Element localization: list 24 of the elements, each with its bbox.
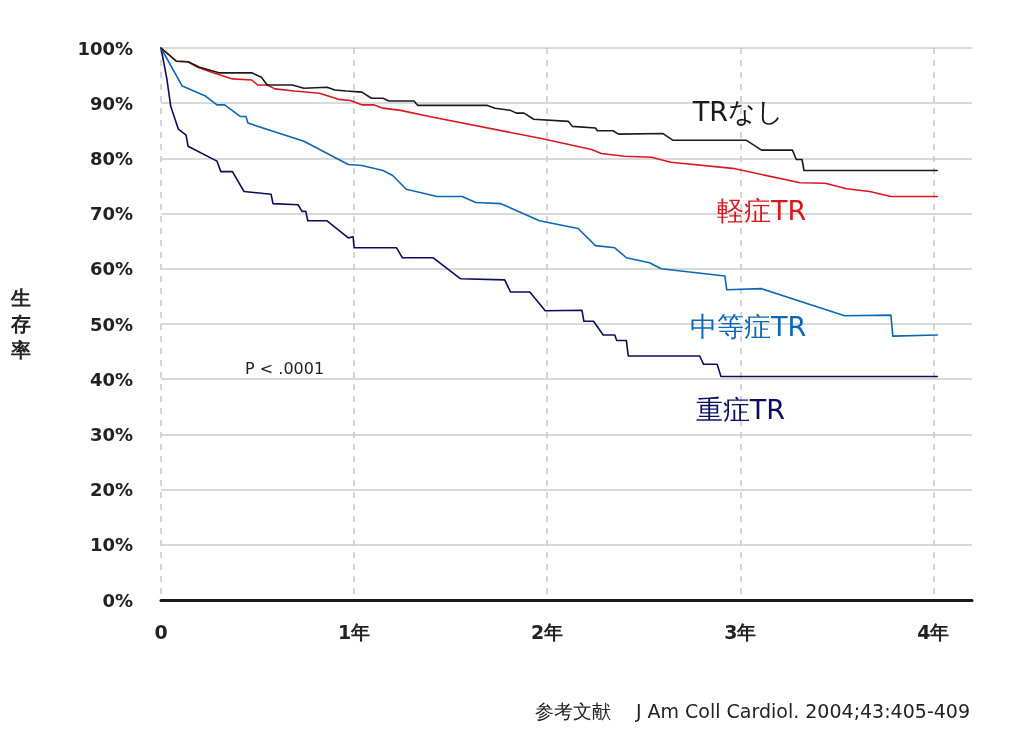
y-tick-label: 60% xyxy=(89,258,133,280)
y-tick-label: 70% xyxy=(89,203,133,225)
y-tick-label: 40% xyxy=(89,368,133,390)
x-tick-label: 0 xyxy=(154,620,168,643)
y-tick-label: 30% xyxy=(89,423,133,445)
y-tick-label: 80% xyxy=(89,147,133,169)
x-tick-label: 1年 xyxy=(337,620,371,643)
y-tick-label: 100% xyxy=(77,37,133,59)
line-series xyxy=(160,47,939,172)
x-tick-label: 2年 xyxy=(531,620,564,643)
y-tick-label: 90% xyxy=(89,92,133,114)
series-label: 重症TR xyxy=(695,394,785,426)
annotation: P < .0001 xyxy=(245,358,325,378)
text: 参考文献 J Am Coll Cardiol. 2004;43:405-409 xyxy=(534,699,971,722)
y-axis-title: 生存率 xyxy=(10,286,31,362)
x-tick-label: 3年 xyxy=(724,620,757,643)
y-tick-label: 50% xyxy=(89,313,133,335)
y-tick-label: 20% xyxy=(89,479,133,501)
series-label: 中等症TR xyxy=(689,311,807,343)
x-tick-label: 4年 xyxy=(917,620,950,643)
series-label: 軽症TR xyxy=(716,195,807,227)
series-label: TRなし xyxy=(691,95,784,127)
y-tick-label: 10% xyxy=(89,534,133,556)
y-tick-label: 0% xyxy=(102,589,133,611)
